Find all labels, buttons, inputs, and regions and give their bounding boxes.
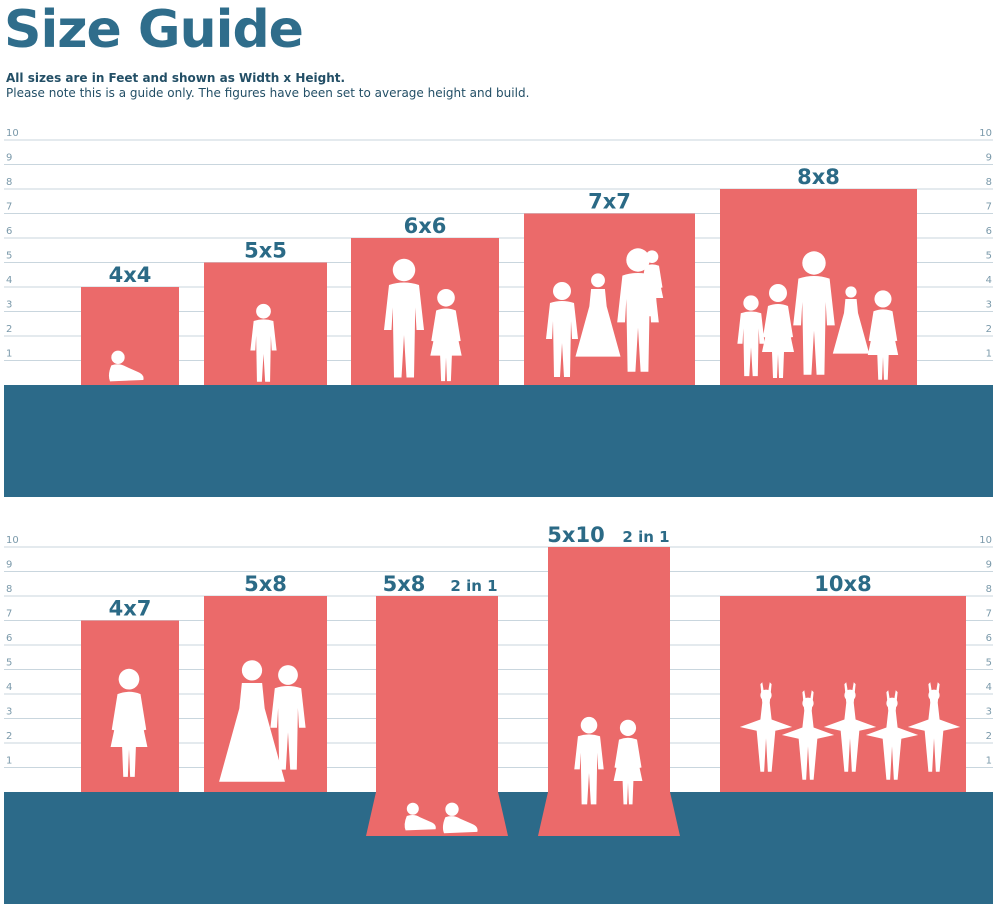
scale-tick-right: 4 [986,682,992,693]
scale-tick-left: 1 [6,349,12,360]
scale-tick-right: 4 [986,275,992,286]
size-note: 2 in 1 [622,528,669,546]
scale-tick-left: 1 [6,756,12,767]
backdrop-6x6: 6x6 [351,214,499,385]
scale-tick-right: 2 [986,324,992,335]
size-label: 6x6 [404,214,447,238]
backdrop-4x4: 4x4 [81,263,179,385]
units-note: All sizes are in Feet and shown as Width… [6,71,346,85]
backdrop-8x8: 8x8 [720,165,917,385]
scale-tick-right: 10 [979,535,992,546]
scale-tick-left: 8 [6,177,12,188]
scale-tick-right: 3 [986,300,992,311]
scale-tick-left: 10 [6,535,19,546]
scale-tick-left: 4 [6,682,12,693]
scale-tick-right: 2 [986,731,992,742]
backdrop-7x7: 7x7 [524,190,695,385]
scale-tick-left: 5 [6,251,12,262]
backdrop-5x5: 5x5 [204,239,327,385]
size-label: 4x7 [109,597,152,621]
disclaimer-note: Please note this is a guide only. The fi… [6,86,530,100]
backdrop-10x8: 10x8 [720,572,966,792]
scale-tick-left: 3 [6,300,12,311]
scale-tick-left: 10 [6,128,19,139]
size-note: 2 in 1 [450,577,497,595]
size-label: 8x8 [797,165,840,189]
scale-tick-left: 7 [6,609,12,620]
scale-tick-right: 7 [986,202,992,213]
scale-tick-right: 6 [986,226,992,237]
scale-tick-right: 10 [979,128,992,139]
scale-tick-left: 4 [6,275,12,286]
scale-tick-left: 8 [6,584,12,595]
backdrop-shape [351,238,499,385]
backdrop-4x7: 4x7 [81,597,179,792]
scale-tick-left: 5 [6,658,12,669]
scale-tick-right: 6 [986,633,992,644]
scale-tick-right: 1 [986,756,992,767]
scale-tick-right: 7 [986,609,992,620]
page-title: Size Guide [4,0,304,60]
panel-1: 1 1 2 2 3 3 4 4 5 5 6 6 7 7 8 8 9 9 10 10 4x4 5x5 6x6 7x7 8x8 [4,128,993,497]
scale-tick-right: 8 [986,584,992,595]
size-label: 5x5 [244,239,287,263]
scale-tick-left: 2 [6,324,12,335]
scale-tick-right: 9 [986,560,992,571]
size-label: 7x7 [588,190,631,214]
scale-tick-right: 5 [986,251,992,262]
backdrop-shape [538,547,680,836]
scale-tick-right: 3 [986,707,992,718]
size-label: 10x8 [814,572,871,596]
scale-tick-left: 9 [6,153,12,164]
backdrop-5x8-2in1: 5x8 2 in 1 [366,572,508,836]
size-label: 5x8 [383,572,426,596]
size-label: 5x10 [547,523,604,547]
size-label: 5x8 [244,572,287,596]
scale-tick-right: 5 [986,658,992,669]
size-label: 4x4 [109,263,152,287]
scale-tick-left: 3 [6,707,12,718]
scale-tick-left: 2 [6,731,12,742]
floor-band [4,385,993,497]
scale-tick-left: 7 [6,202,12,213]
backdrop-shape [366,596,508,836]
scale-tick-left: 9 [6,560,12,571]
scale-tick-left: 6 [6,633,12,644]
scale-tick-right: 1 [986,349,992,360]
scale-tick-left: 6 [6,226,12,237]
backdrop-5x10-2in1: 5x10 2 in 1 [538,523,680,836]
scale-tick-right: 9 [986,153,992,164]
panels-layer: 1 1 2 2 3 3 4 4 5 5 6 6 7 7 8 8 9 9 10 10 4x4 5x5 6x6 7x7 8x8 1 1 2… [4,128,993,904]
scale-tick-right: 8 [986,177,992,188]
backdrop-shape [524,213,695,385]
backdrop-5x8: 5x8 [204,572,327,792]
